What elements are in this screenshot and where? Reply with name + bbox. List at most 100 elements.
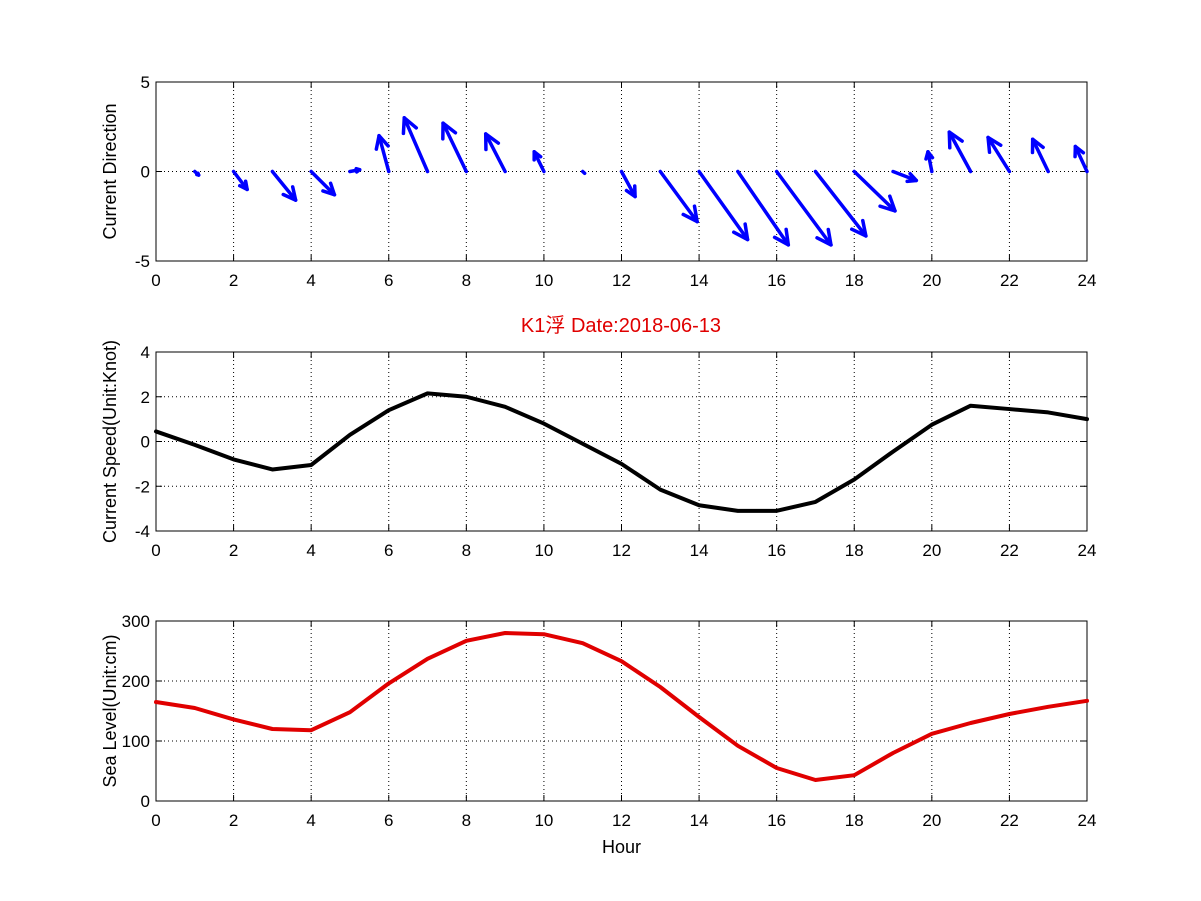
sea-level-x-tick-label: 10 xyxy=(534,811,553,830)
direction-x-tick-label: 20 xyxy=(922,271,941,290)
sea-level-x-tick-label: 2 xyxy=(229,811,238,830)
vector-arrowhead xyxy=(878,194,897,213)
current-vector xyxy=(1073,144,1089,174)
sea-level-x-tick-label: 18 xyxy=(845,811,864,830)
sea-level-x-tick-label: 4 xyxy=(306,811,315,830)
sea-level-series-line xyxy=(154,631,1089,782)
vector-arrowhead xyxy=(986,135,1003,154)
vector-arrowhead xyxy=(532,150,543,162)
current-vector xyxy=(947,130,973,174)
sea-level-y-tick-label: 200 xyxy=(122,672,150,691)
speed-y-tick-label: 2 xyxy=(141,388,150,407)
vector-shaft xyxy=(1073,144,1089,174)
direction-x-tick-label: 2 xyxy=(229,271,238,290)
vector-arrowhead xyxy=(731,222,750,242)
direction-x-tick-label: 14 xyxy=(690,271,709,290)
sea-level-x-tick-label: 24 xyxy=(1078,811,1097,830)
speed-x-tick-label: 2 xyxy=(229,541,238,560)
current-vector xyxy=(374,133,391,174)
vector-arrowhead xyxy=(849,218,868,238)
sea-level-x-axis-label: Hour xyxy=(602,837,641,857)
direction-y-tick-label: 0 xyxy=(141,163,150,182)
direction-x-tick-label: 16 xyxy=(767,271,786,290)
speed-x-tick-label: 4 xyxy=(306,541,315,560)
vector-arrowhead xyxy=(681,204,699,224)
vector-arrowhead xyxy=(354,166,362,174)
vector-arrowhead xyxy=(441,121,458,141)
sea-level-x-tick-label: 8 xyxy=(462,811,471,830)
vector-arrowhead xyxy=(624,184,637,199)
speed-x-tick-label: 24 xyxy=(1078,541,1097,560)
vector-shaft xyxy=(658,169,699,224)
current-vector xyxy=(619,169,637,199)
sea-level-x-tick-label: 22 xyxy=(1000,811,1019,830)
vector-shaft xyxy=(813,169,868,238)
vector-shaft xyxy=(441,121,469,174)
current-vector xyxy=(1030,137,1050,174)
vector-shaft xyxy=(891,169,919,183)
sea-level-y-tick-label: 100 xyxy=(122,732,150,751)
sea-level-y-tick-label: 300 xyxy=(122,612,150,631)
sea-level-x-tick-label: 14 xyxy=(690,811,709,830)
current-vector xyxy=(441,121,469,174)
direction-x-tick-label: 8 xyxy=(462,271,471,290)
vector-shaft xyxy=(270,169,298,202)
speed-plot-area xyxy=(155,351,1088,532)
speed-x-tick-label: 20 xyxy=(922,541,941,560)
vector-arrowhead xyxy=(772,227,791,247)
current-vector xyxy=(736,169,791,247)
current-vector xyxy=(231,169,249,192)
vector-shaft xyxy=(377,133,391,174)
direction-y-axis-label: Current Direction xyxy=(100,103,120,239)
speed-y-axis-label: Current Speed(Unit:Knot) xyxy=(100,340,120,543)
speed-x-tick-label: 22 xyxy=(1000,541,1019,560)
sea-level-plot-area xyxy=(155,620,1088,802)
current-vector xyxy=(270,169,298,202)
direction-x-tick-label: 0 xyxy=(151,271,160,290)
vector-arrowhead xyxy=(195,171,201,177)
direction-y-tick-label: -5 xyxy=(135,252,150,271)
current-vector xyxy=(193,169,201,177)
current-vector xyxy=(532,150,546,174)
direction-x-tick-label: 22 xyxy=(1000,271,1019,290)
vector-shaft xyxy=(697,169,750,242)
direction-x-tick-label: 6 xyxy=(384,271,393,290)
current-vector xyxy=(813,169,868,238)
vector-shaft xyxy=(309,169,337,197)
speed-series-line xyxy=(154,391,1089,513)
sea-level-y-axis-label: Sea Level(Unit:cm) xyxy=(100,634,120,787)
direction-x-tick-label: 18 xyxy=(845,271,864,290)
vector-shaft xyxy=(774,169,833,247)
vector-arrowhead xyxy=(905,171,919,184)
speed-y-tick-label: 4 xyxy=(141,343,150,362)
chart-title: K1浮 Date:2018-06-13 xyxy=(521,314,721,337)
sea-level-x-tick-label: 12 xyxy=(612,811,631,830)
vector-shaft xyxy=(483,132,507,174)
vector-arrowhead xyxy=(281,185,298,202)
vector-arrowhead xyxy=(237,179,249,192)
vector-arrowhead xyxy=(401,116,419,136)
vector-arrowhead xyxy=(947,130,964,150)
sea-level-x-tick-label: 0 xyxy=(151,811,160,830)
vector-shaft xyxy=(619,169,637,199)
vector-shaft xyxy=(852,169,897,213)
direction-y-tick-label: 5 xyxy=(141,73,150,92)
current-vector xyxy=(580,169,587,176)
sea-level-x-tick-label: 20 xyxy=(922,811,941,830)
sea-level-x-tick-label: 6 xyxy=(384,811,393,830)
current-vector xyxy=(658,169,699,224)
speed-x-tick-label: 18 xyxy=(845,541,864,560)
vector-arrowhead xyxy=(815,227,833,247)
current-vector xyxy=(697,169,750,242)
speed-x-tick-label: 10 xyxy=(534,541,553,560)
vector-shaft xyxy=(402,116,430,174)
current-vector xyxy=(401,116,430,174)
speed-x-tick-label: 12 xyxy=(612,541,631,560)
vector-shaft xyxy=(580,169,587,176)
current-vector xyxy=(891,169,919,184)
direction-x-tick-label: 24 xyxy=(1078,271,1097,290)
vector-shaft xyxy=(1030,137,1050,174)
vector-arrowhead xyxy=(374,133,390,151)
